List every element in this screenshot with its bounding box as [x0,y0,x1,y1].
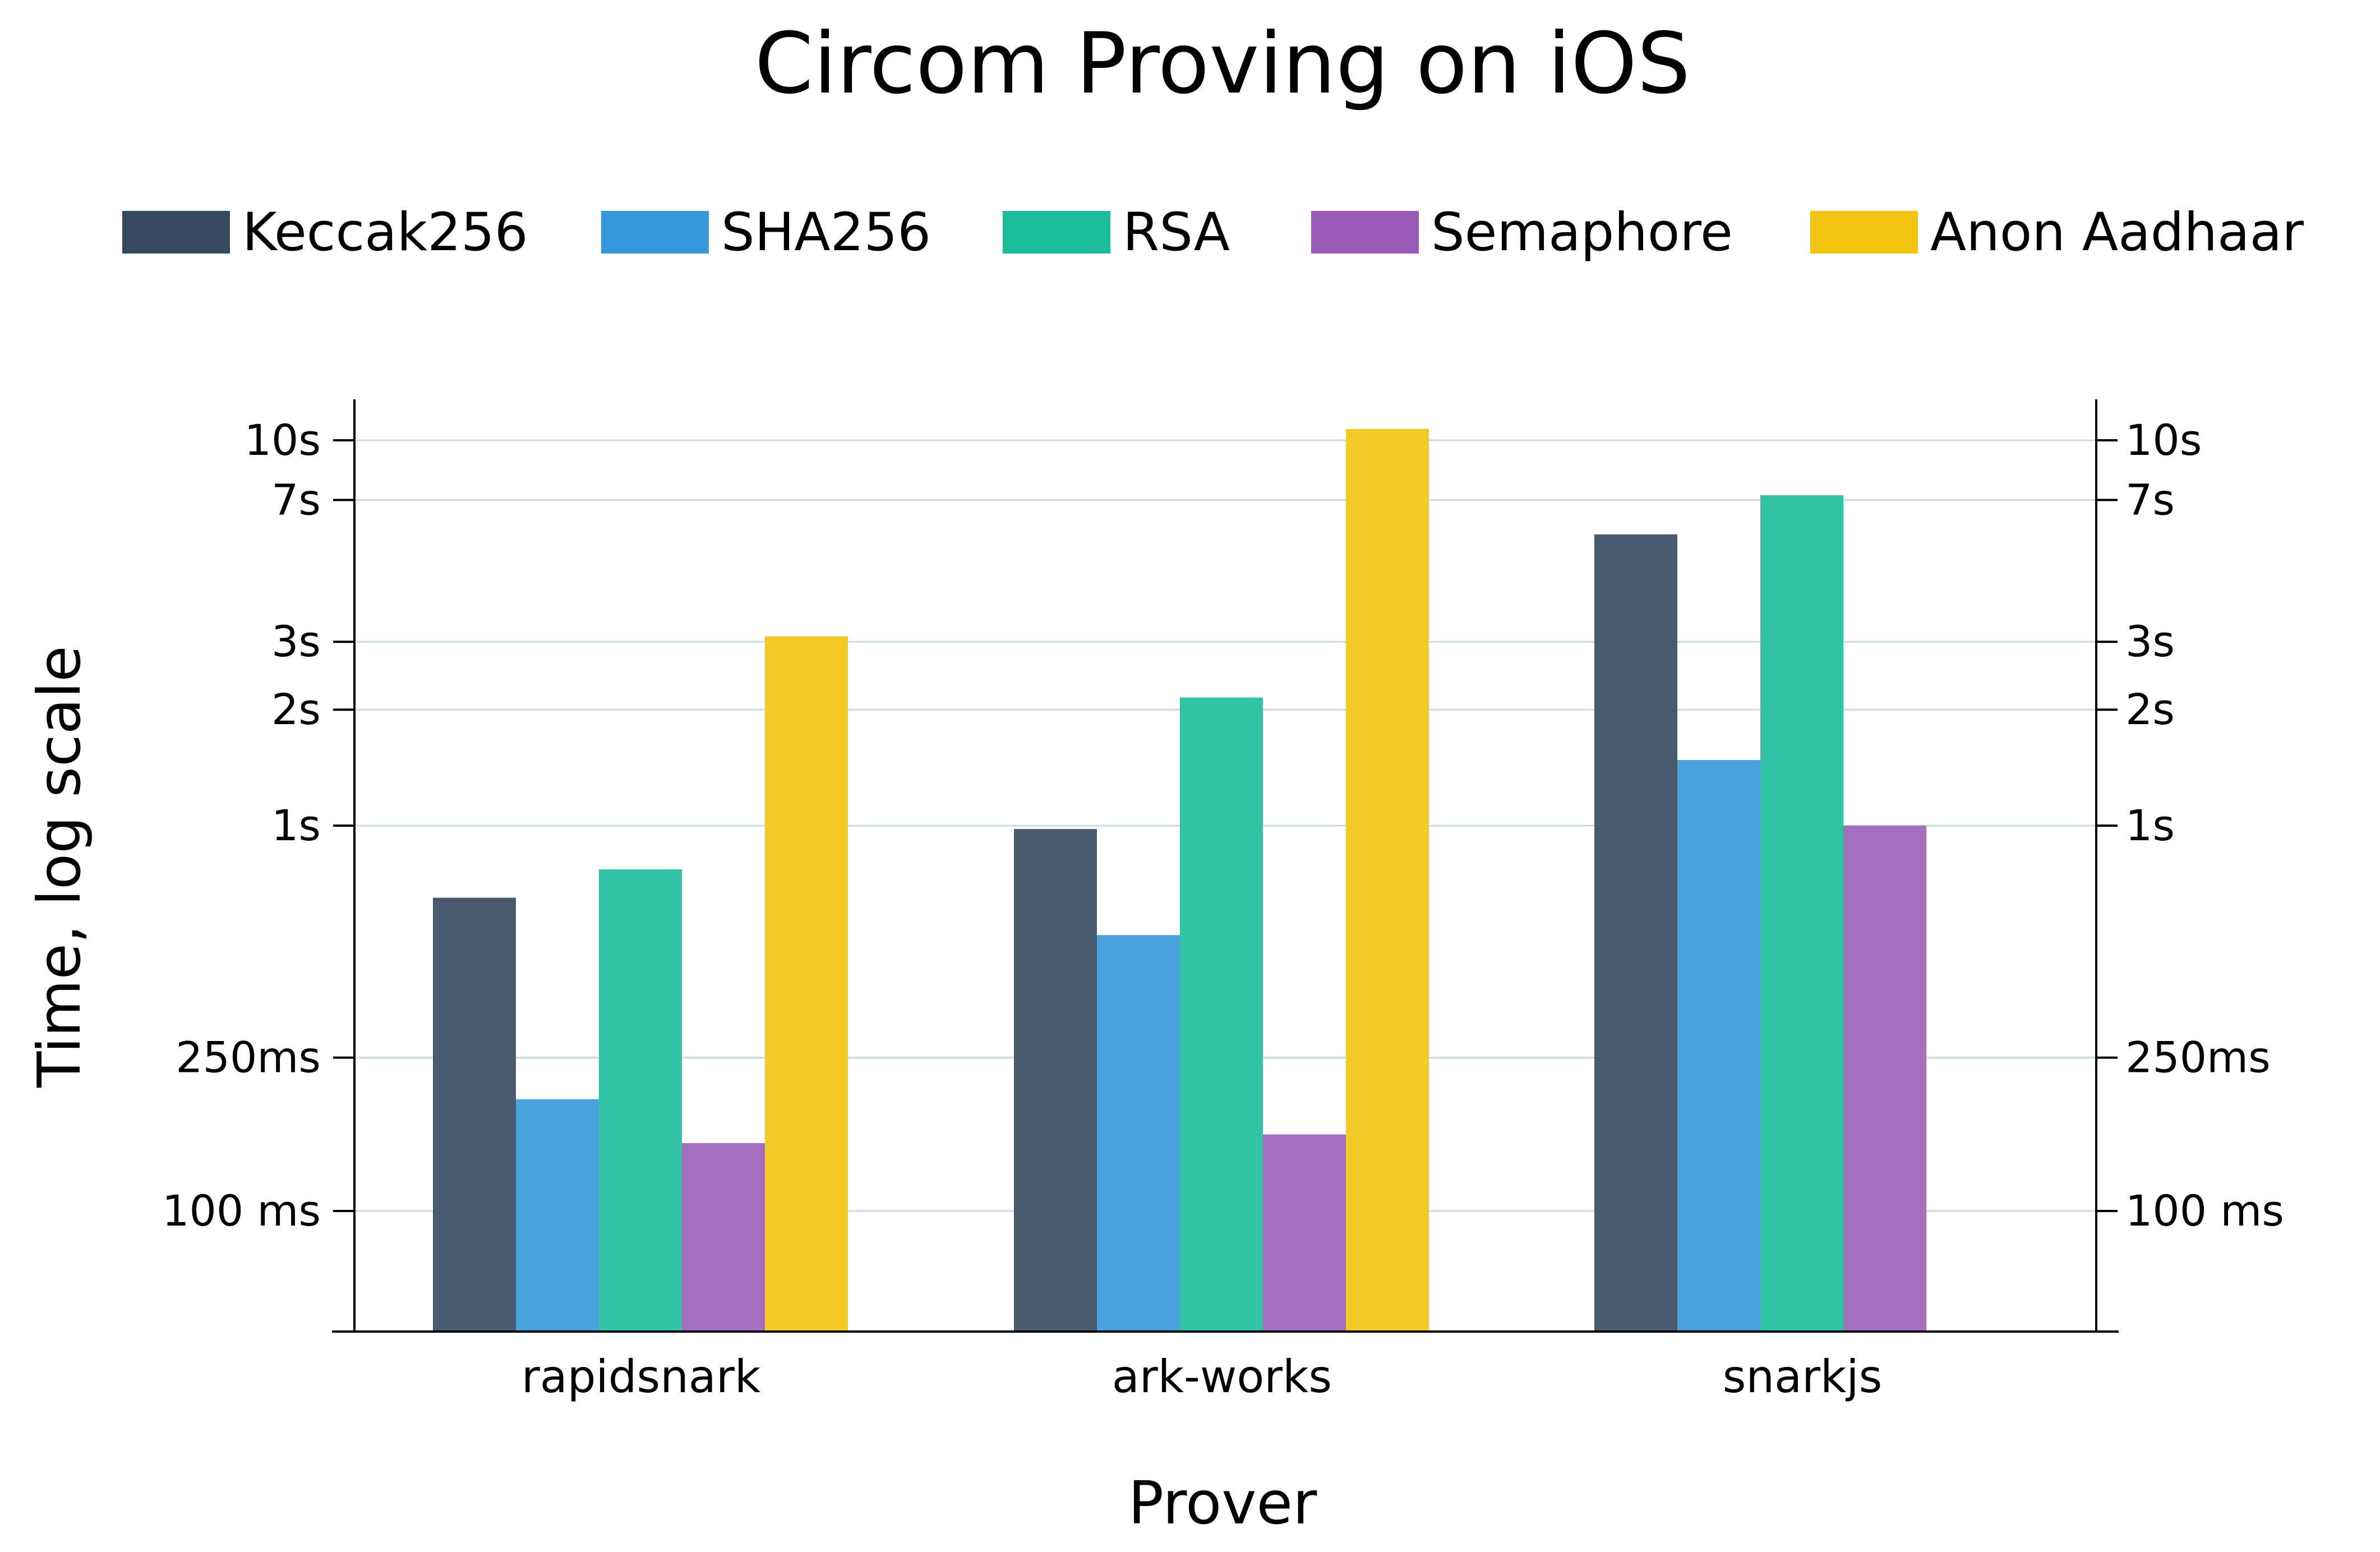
y-tick-label-right: 2s [2125,684,2175,734]
y-tick-label-right: 250ms [2125,1033,2271,1083]
bar-snarkjs-keccak256 [1594,534,1677,1332]
legend-swatch [1003,211,1110,254]
bar-rapidsnark-semaphore [682,1143,765,1332]
y-axis-title: Time, log scale [25,646,94,1088]
y-tick-label-right: 3s [2125,616,2175,666]
y-tick-label-right: 10s [2125,415,2202,465]
y-tick-label-left: 10s [245,415,321,465]
legend-swatch [1810,211,1918,254]
bar-ark-works-rsa [1180,697,1263,1332]
y-tick-label-left: 100 ms [162,1186,321,1236]
legend-label: RSA [1123,202,1230,263]
y-tick-label-right: 1s [2125,800,2175,850]
bar-snarkjs-rsa [1760,495,1843,1332]
x-tick-label: snarkjs [1723,1351,1883,1403]
axes [332,399,2119,1333]
legend: Keccak256 SHA256 RSA Semaphore Anon Aadhaar [122,202,2304,263]
x-axis-ticks: rapidsnark ark-works snarkjs [522,1351,1882,1403]
legend-label: SHA256 [721,202,931,263]
bar-rapidsnark-rsa [599,869,682,1332]
y-axis-right-ticks: 100 ms 250ms 1s 2s 3s 7s 10s [2096,415,2284,1236]
bar-ark-works-keccak256 [1014,829,1097,1332]
bar-ark-works-anon-aadhaar [1346,429,1429,1332]
y-tick-label-left: 250ms [176,1033,321,1083]
bars [433,429,1926,1332]
bar-rapidsnark-sha256 [516,1099,599,1332]
y-tick-label-left: 7s [271,475,321,524]
legend-label: Semaphore [1431,202,1733,263]
y-tick-label-left: 2s [271,684,321,734]
legend-label: Keccak256 [242,202,528,263]
legend-swatch [1311,211,1419,254]
y-tick-label-left: 1s [271,800,321,850]
x-tick-label: ark-works [1112,1351,1332,1403]
y-tick-label-left: 3s [271,616,321,666]
bar-rapidsnark-keccak256 [433,897,516,1332]
chart-title: Circom Proving on iOS [755,15,1691,113]
legend-swatch [601,211,709,254]
bar-snarkjs-semaphore [1843,826,1926,1332]
y-tick-label-right: 7s [2125,475,2175,524]
legend-label: Anon Aadhaar [1930,202,2304,263]
bar-ark-works-sha256 [1097,935,1180,1332]
bar-snarkjs-sha256 [1677,760,1760,1332]
x-tick-label: rapidsnark [522,1351,761,1403]
legend-swatch [122,211,230,254]
bar-ark-works-semaphore [1263,1134,1346,1332]
x-axis-title: Prover [1128,1469,1317,1537]
y-axis-left-ticks: 100 ms 250ms 1s 2s 3s 7s 10s [162,415,354,1236]
bar-rapidsnark-anon-aadhaar [765,636,848,1332]
y-tick-label-right: 100 ms [2125,1186,2284,1236]
